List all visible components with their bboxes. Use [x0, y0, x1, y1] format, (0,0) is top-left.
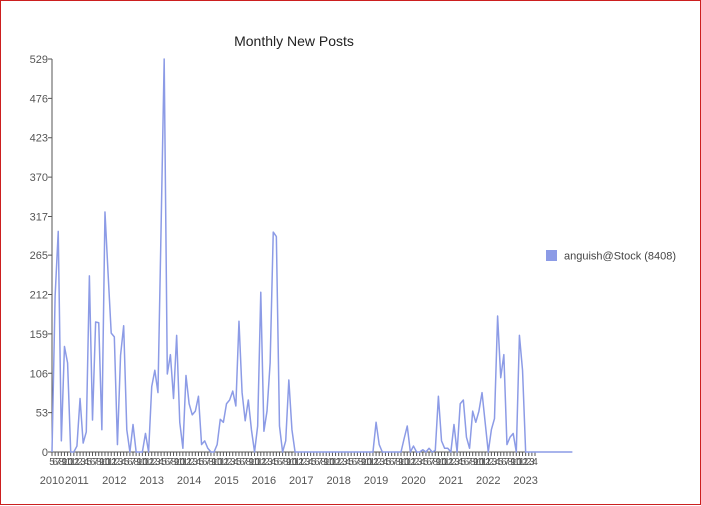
- x-year-label: 2010: [40, 475, 64, 487]
- series-line: [52, 59, 572, 452]
- x-year-label: 2017: [289, 475, 313, 487]
- x-year-label: 2016: [252, 475, 276, 487]
- x-month-label: 4: [532, 457, 538, 468]
- y-tick-label: 423: [30, 133, 48, 145]
- x-year-label: 2022: [476, 475, 500, 487]
- plot-area: [52, 59, 573, 452]
- y-tick-label: 53: [36, 408, 48, 420]
- x-year-label: 2019: [364, 475, 388, 487]
- legend-label[interactable]: anguish@Stock (8408): [564, 251, 676, 263]
- x-year-label: 2023: [513, 475, 537, 487]
- x-year-label: 2015: [214, 475, 238, 487]
- x-year-label: 2020: [401, 475, 425, 487]
- y-tick-label: 265: [30, 250, 48, 262]
- x-year-label: 2012: [102, 475, 126, 487]
- x-axis: 5678910111212345678910111212345678910111…: [40, 452, 538, 487]
- y-axis: 0 53 106 159 212 265 317 370 423 476 529: [30, 54, 52, 459]
- x-year-label: 2021: [439, 475, 463, 487]
- x-year-label: 2011: [65, 475, 89, 487]
- y-tick-label: 317: [30, 211, 48, 223]
- legend[interactable]: anguish@Stock (8408): [546, 250, 676, 263]
- y-tick-label: 212: [30, 290, 48, 302]
- y-tick-label: 0: [42, 447, 48, 459]
- x-year-label: 2014: [177, 475, 201, 487]
- y-tick-label: 476: [30, 93, 48, 105]
- y-tick-label: 370: [30, 172, 48, 184]
- chart-title: Monthly New Posts: [234, 33, 354, 49]
- x-year-label: 2018: [326, 475, 350, 487]
- y-tick-label: 106: [30, 368, 48, 380]
- y-tick-label: 529: [30, 54, 48, 66]
- legend-swatch[interactable]: [546, 250, 557, 261]
- x-year-label: 2013: [139, 475, 163, 487]
- y-tick-label: 159: [30, 329, 48, 341]
